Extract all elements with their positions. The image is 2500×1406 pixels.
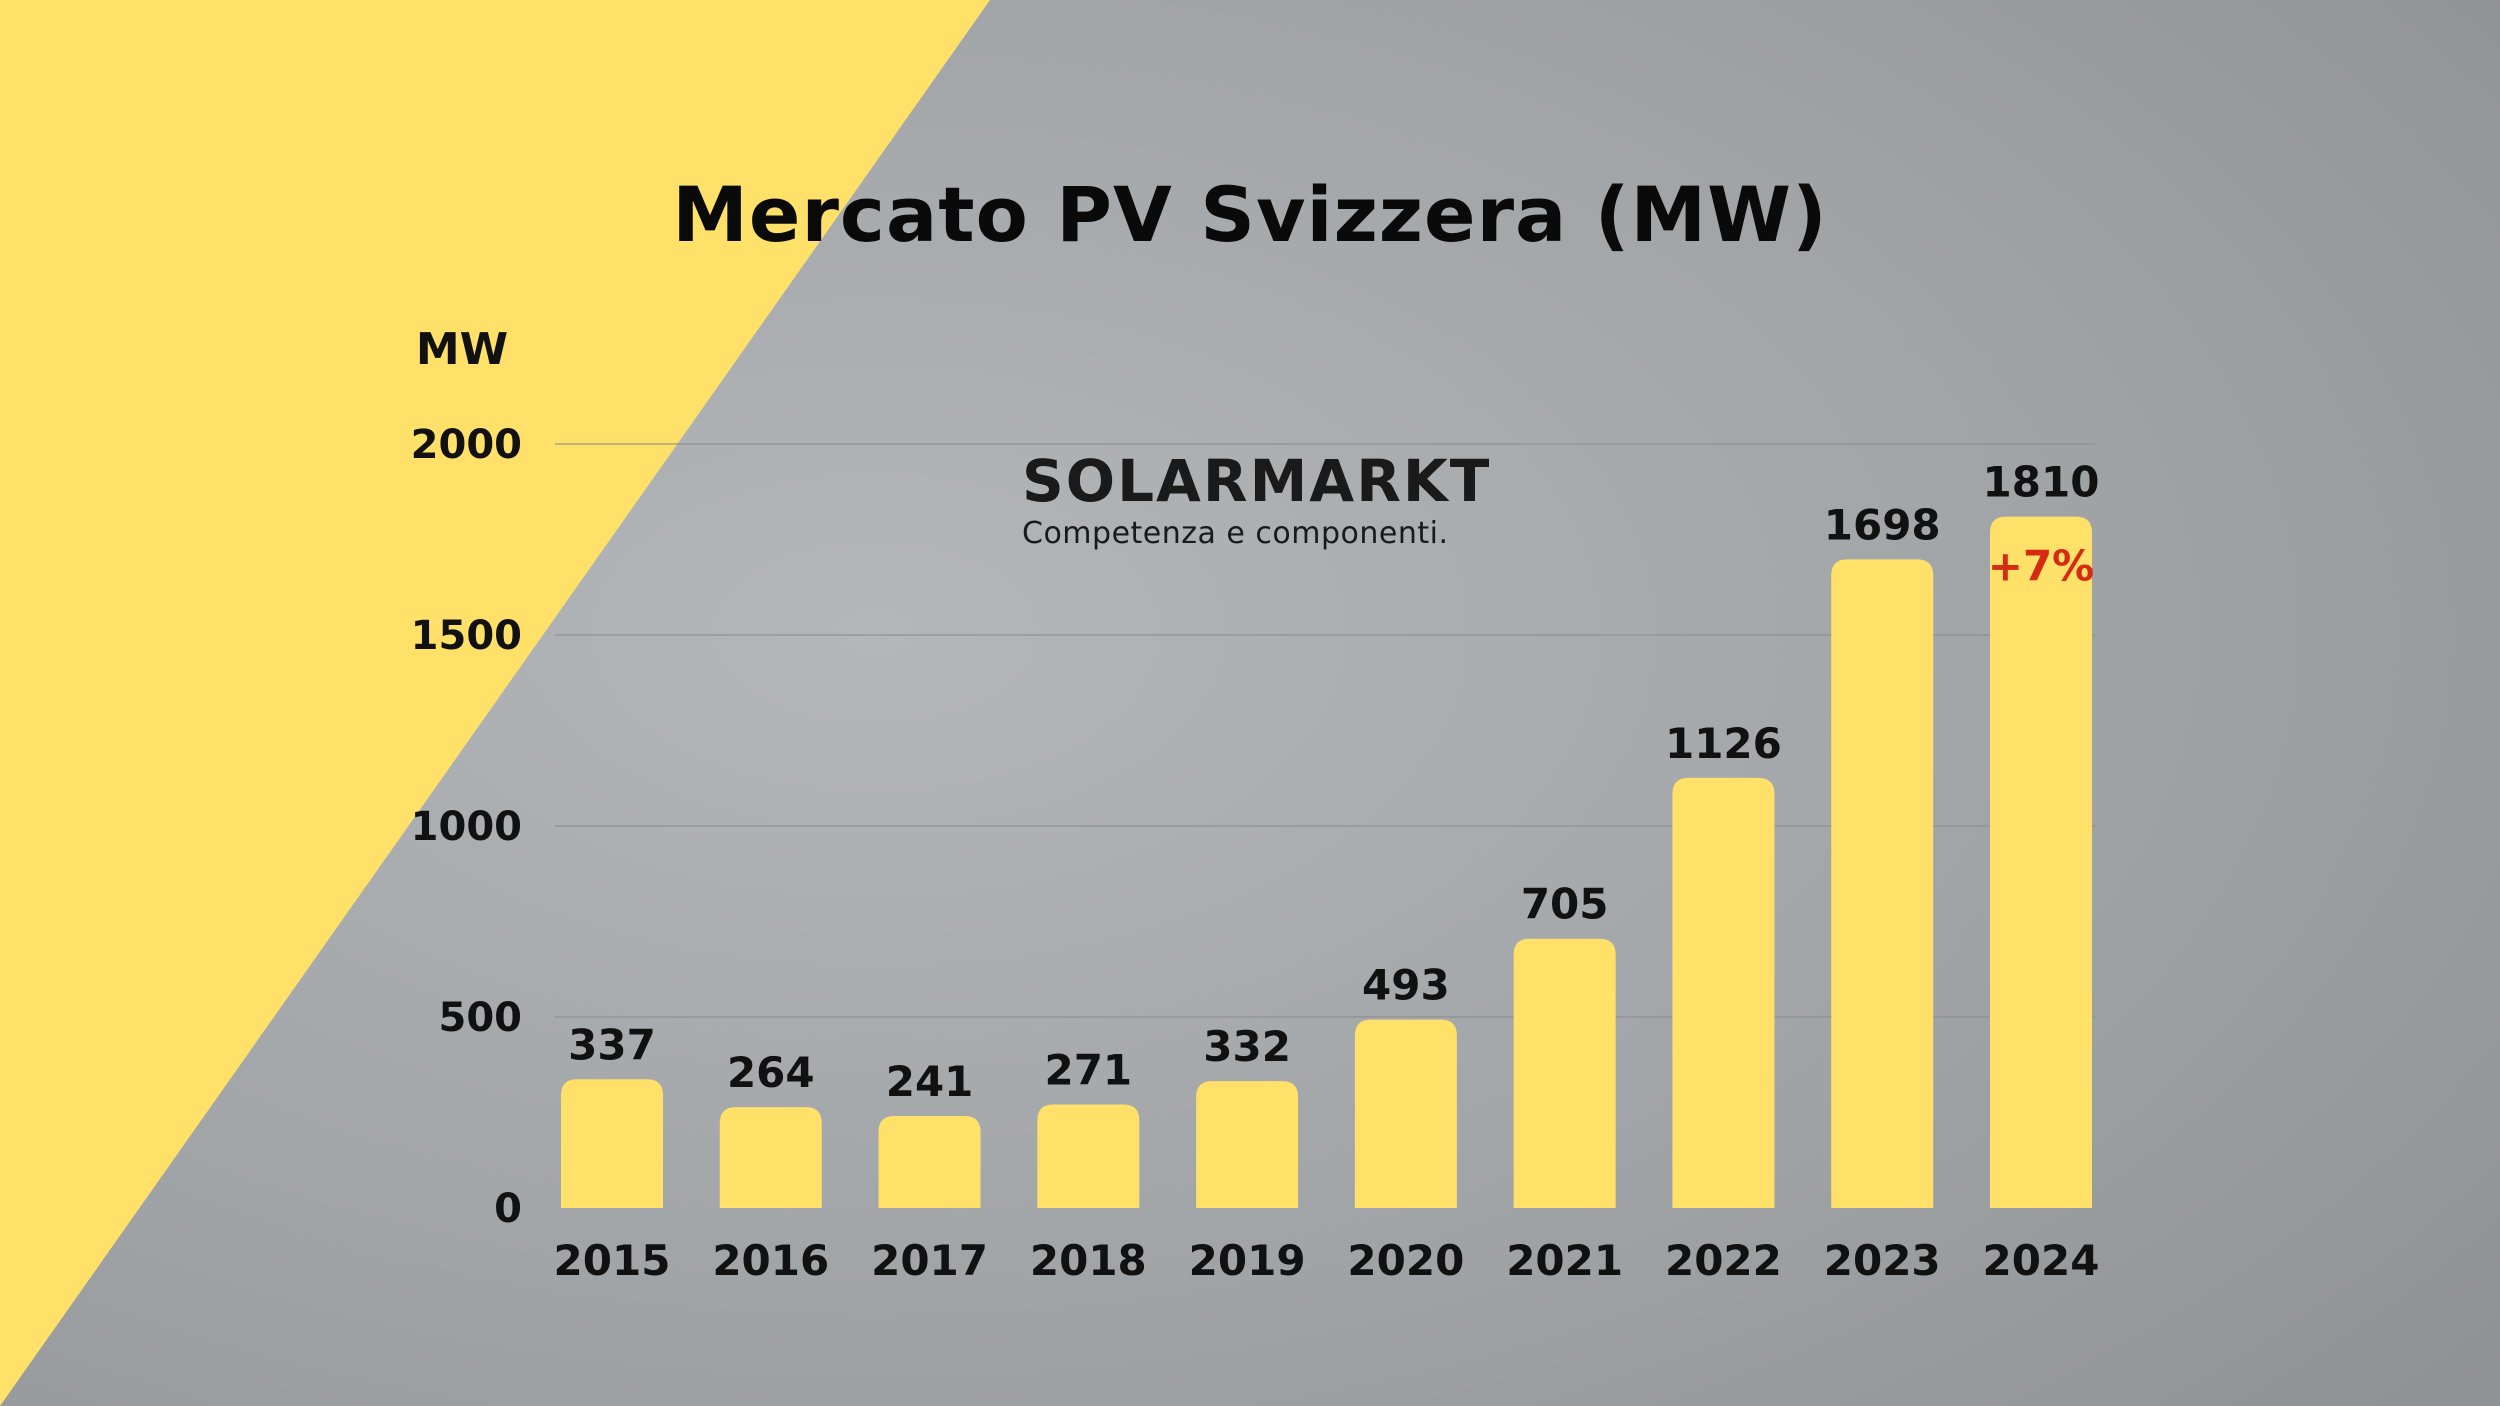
chart-title: Mercato PV Svizzera (MW): [672, 170, 1828, 259]
data-label-2019: 332: [1203, 1022, 1291, 1071]
bar-2018: [1037, 1104, 1140, 1208]
bar-2023: [1831, 559, 1934, 1208]
x-axis-ticks: 2015 2016 2017 2018 2019 2020 2021 2022 2023 2024: [554, 1236, 2100, 1285]
data-label-2024: 1810: [1983, 458, 2100, 507]
data-labels: 337 264 241 271 332 493 705 1126 1698 1810 +7%: [568, 458, 2099, 1106]
x-tick-label-2020: 2020: [1347, 1236, 1464, 1285]
y-tick-label: 500: [439, 995, 523, 1041]
bars: [561, 516, 2092, 1208]
y-axis-label: MW: [416, 324, 508, 375]
bar-2021: [1513, 938, 1616, 1208]
data-label-2022: 1126: [1665, 719, 1782, 768]
data-label-2017: 241: [886, 1057, 974, 1106]
x-tick-label-2017: 2017: [871, 1236, 988, 1285]
x-tick-label-2021: 2021: [1506, 1236, 1623, 1285]
x-tick-label-2023: 2023: [1824, 1236, 1941, 1285]
data-label-2020: 493: [1362, 961, 1450, 1010]
solarmarkt-logo: SOLARMARKT Competenza e componenti.: [1022, 448, 1491, 554]
y-tick-label: 1000: [411, 804, 522, 850]
data-label-2015: 337: [568, 1020, 656, 1069]
bar-2024: [1990, 516, 2092, 1208]
growth-annotation: +7%: [1988, 542, 2095, 591]
data-label-2021: 705: [1521, 880, 1609, 929]
y-axis-ticks: 0 500 1000 1500 2000: [411, 422, 522, 1232]
x-tick-label-2016: 2016: [712, 1236, 829, 1285]
bar-2020: [1354, 1019, 1457, 1208]
x-tick-label-2024: 2024: [1983, 1236, 2100, 1285]
data-label-2016: 264: [727, 1048, 815, 1097]
data-label-2023: 1698: [1824, 500, 1941, 549]
bar-2016: [719, 1107, 822, 1208]
x-tick-label-2018: 2018: [1030, 1236, 1147, 1285]
x-tick-label-2022: 2022: [1665, 1236, 1782, 1285]
logo-tagline: Competenza e componenti.: [1022, 516, 1449, 551]
y-tick-label: 0: [494, 1186, 522, 1232]
data-label-2018: 271: [1044, 1045, 1132, 1094]
x-tick-label-2019: 2019: [1189, 1236, 1306, 1285]
yellow-diagonal-band: [0, 0, 990, 1406]
bar-2019: [1196, 1081, 1299, 1208]
x-tick-label-2015: 2015: [554, 1236, 671, 1285]
bar-2015: [561, 1079, 663, 1208]
bar-2022: [1672, 777, 1775, 1208]
y-tick-label: 1500: [411, 613, 522, 659]
y-tick-label: 2000: [411, 422, 522, 468]
bar-2017: [878, 1115, 981, 1208]
logo-name: SOLARMARKT: [1022, 447, 1492, 515]
